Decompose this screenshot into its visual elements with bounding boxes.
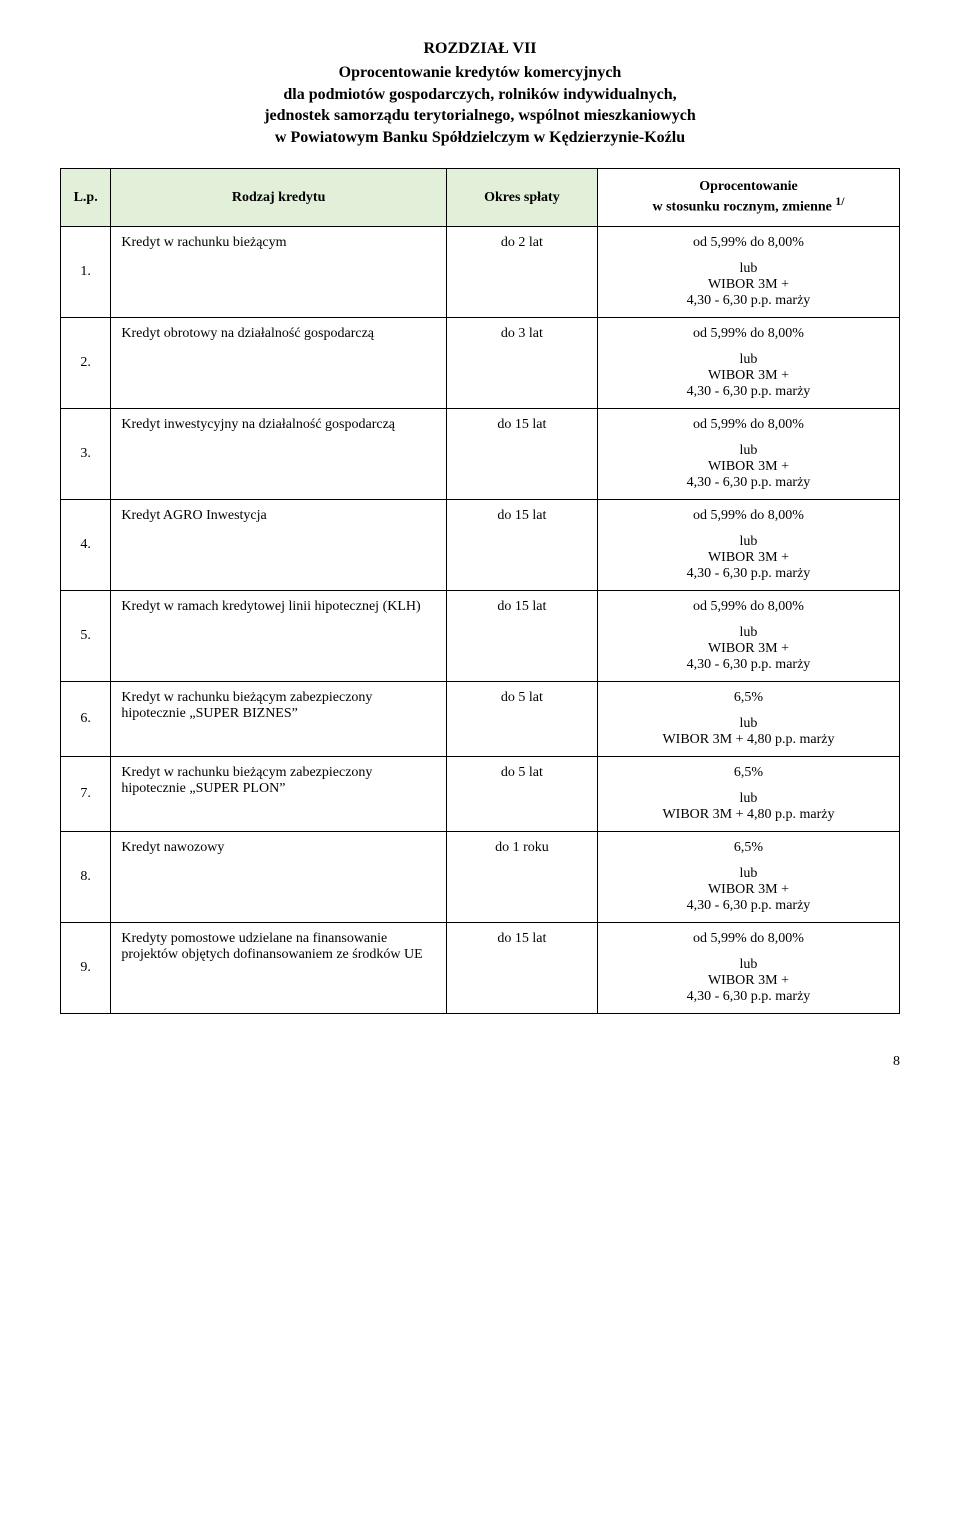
oproc-formula-line: 4,30 - 6,30 p.p. marży bbox=[604, 566, 893, 582]
table-row: 5.Kredyt w ramach kredytowej linii hipot… bbox=[61, 591, 900, 682]
cell-rodzaj: Kredyt w rachunku bieżącym zabezpieczony… bbox=[111, 682, 447, 757]
oproc-formula-line: WIBOR 3M + 4,80 p.p. marży bbox=[604, 732, 893, 748]
oproc-lub: lub bbox=[604, 443, 893, 459]
cell-rodzaj: Kredyty pomostowe udzielane na finansowa… bbox=[111, 923, 447, 1014]
oproc-rate: 6,5% bbox=[604, 840, 893, 856]
cell-rodzaj: Kredyt AGRO Inwestycja bbox=[111, 500, 447, 591]
oproc-formula-line: WIBOR 3M + bbox=[604, 973, 893, 989]
cell-lp: 3. bbox=[61, 409, 111, 500]
rates-table: L.p. Rodzaj kredytu Okres spłaty Oprocen… bbox=[60, 168, 900, 1014]
oproc-lub: lub bbox=[604, 352, 893, 368]
oproc-lub: lub bbox=[604, 625, 893, 641]
cell-rodzaj: Kredyt w rachunku bieżącym zabezpieczony… bbox=[111, 757, 447, 832]
cell-lp: 5. bbox=[61, 591, 111, 682]
oproc-formula-line: WIBOR 3M + 4,80 p.p. marży bbox=[604, 807, 893, 823]
oproc-rate: od 5,99% do 8,00% bbox=[604, 931, 893, 947]
oproc-formula-line: 4,30 - 6,30 p.p. marży bbox=[604, 657, 893, 673]
header-oproc-line2: w stosunku rocznym, zmienne bbox=[652, 200, 835, 215]
oproc-formula-line: 4,30 - 6,30 p.p. marży bbox=[604, 384, 893, 400]
header-oproc-line1: Oprocentowanie bbox=[699, 179, 798, 194]
oproc-rate: od 5,99% do 8,00% bbox=[604, 417, 893, 433]
table-row: 2.Kredyt obrotowy na działalność gospoda… bbox=[61, 318, 900, 409]
cell-okres: do 15 lat bbox=[446, 923, 597, 1014]
oproc-rate: 6,5% bbox=[604, 690, 893, 706]
oproc-formula-line: WIBOR 3M + bbox=[604, 277, 893, 293]
oproc-formula-line: WIBOR 3M + bbox=[604, 368, 893, 384]
table-row: 4.Kredyt AGRO Inwestycjado 15 latod 5,99… bbox=[61, 500, 900, 591]
column-header-lp: L.p. bbox=[61, 169, 111, 227]
table-row: 9.Kredyty pomostowe udzielane na finanso… bbox=[61, 923, 900, 1014]
document-subtitle: Oprocentowanie kredytów komercyjnych dla… bbox=[60, 62, 900, 148]
cell-oproc: od 5,99% do 8,00% lubWIBOR 3M +4,30 - 6,3… bbox=[597, 227, 899, 318]
cell-okres: do 15 lat bbox=[446, 591, 597, 682]
oproc-rate: od 5,99% do 8,00% bbox=[604, 326, 893, 342]
oproc-lub: lub bbox=[604, 716, 893, 732]
oproc-formula-line: WIBOR 3M + bbox=[604, 641, 893, 657]
cell-okres: do 1 roku bbox=[446, 832, 597, 923]
cell-lp: 6. bbox=[61, 682, 111, 757]
cell-oproc: od 5,99% do 8,00% lubWIBOR 3M +4,30 - 6,3… bbox=[597, 318, 899, 409]
subtitle-line: dla podmiotów gospodarczych, rolników in… bbox=[283, 86, 676, 103]
oproc-rate: 6,5% bbox=[604, 765, 893, 781]
oproc-lub: lub bbox=[604, 866, 893, 882]
cell-okres: do 2 lat bbox=[446, 227, 597, 318]
oproc-rate: od 5,99% do 8,00% bbox=[604, 235, 893, 251]
cell-lp: 9. bbox=[61, 923, 111, 1014]
table-row: 7.Kredyt w rachunku bieżącym zabezpieczo… bbox=[61, 757, 900, 832]
oproc-formula-line: 4,30 - 6,30 p.p. marży bbox=[604, 989, 893, 1005]
subtitle-line: jednostek samorządu terytorialnego, wspó… bbox=[264, 107, 696, 124]
cell-okres: do 5 lat bbox=[446, 757, 597, 832]
oproc-formula-line: WIBOR 3M + bbox=[604, 550, 893, 566]
oproc-lub: lub bbox=[604, 534, 893, 550]
cell-lp: 1. bbox=[61, 227, 111, 318]
cell-rodzaj: Kredyt obrotowy na działalność gospodarc… bbox=[111, 318, 447, 409]
cell-lp: 4. bbox=[61, 500, 111, 591]
table-row: 8.Kredyt nawozowydo 1 roku 6,5% lubWIBOR 3… bbox=[61, 832, 900, 923]
column-header-oproc: Oprocentowanie w stosunku rocznym, zmien… bbox=[597, 169, 899, 227]
cell-rodzaj: Kredyt w ramach kredytowej linii hipotec… bbox=[111, 591, 447, 682]
oproc-rate: od 5,99% do 8,00% bbox=[604, 599, 893, 615]
cell-oproc: od 5,99% do 8,00% lubWIBOR 3M +4,30 - 6,3… bbox=[597, 923, 899, 1014]
table-header-row: L.p. Rodzaj kredytu Okres spłaty Oprocen… bbox=[61, 169, 900, 227]
cell-oproc: od 5,99% do 8,00% lubWIBOR 3M +4,30 - 6,3… bbox=[597, 500, 899, 591]
cell-rodzaj: Kredyt inwestycyjny na działalność gospo… bbox=[111, 409, 447, 500]
cell-okres: do 3 lat bbox=[446, 318, 597, 409]
cell-oproc: od 5,99% do 8,00% lubWIBOR 3M +4,30 - 6,3… bbox=[597, 591, 899, 682]
cell-okres: do 15 lat bbox=[446, 409, 597, 500]
column-header-okres: Okres spłaty bbox=[446, 169, 597, 227]
chapter-title: ROZDZIAŁ VII bbox=[60, 40, 900, 58]
cell-lp: 7. bbox=[61, 757, 111, 832]
oproc-formula-line: 4,30 - 6,30 p.p. marży bbox=[604, 898, 893, 914]
header-oproc-sup: 1/ bbox=[835, 195, 844, 208]
oproc-formula-line: WIBOR 3M + bbox=[604, 882, 893, 898]
column-header-rodzaj: Rodzaj kredytu bbox=[111, 169, 447, 227]
table-body: 1.Kredyt w rachunku bieżącymdo 2 latod 5… bbox=[61, 227, 900, 1014]
subtitle-line: Oprocentowanie kredytów komercyjnych bbox=[339, 64, 622, 81]
oproc-rate: od 5,99% do 8,00% bbox=[604, 508, 893, 524]
oproc-formula-line: 4,30 - 6,30 p.p. marży bbox=[604, 475, 893, 491]
cell-oproc: 6,5% lubWIBOR 3M +4,30 - 6,30 p.p. marży bbox=[597, 832, 899, 923]
cell-lp: 8. bbox=[61, 832, 111, 923]
cell-okres: do 5 lat bbox=[446, 682, 597, 757]
table-row: 1.Kredyt w rachunku bieżącymdo 2 latod 5… bbox=[61, 227, 900, 318]
cell-oproc: 6,5% lubWIBOR 3M + 4,80 p.p. marży bbox=[597, 757, 899, 832]
cell-rodzaj: Kredyt nawozowy bbox=[111, 832, 447, 923]
page-number: 8 bbox=[60, 1054, 900, 1070]
cell-oproc: 6,5% lubWIBOR 3M + 4,80 p.p. marży bbox=[597, 682, 899, 757]
table-row: 6.Kredyt w rachunku bieżącym zabezpieczo… bbox=[61, 682, 900, 757]
cell-oproc: od 5,99% do 8,00% lubWIBOR 3M +4,30 - 6,3… bbox=[597, 409, 899, 500]
cell-okres: do 15 lat bbox=[446, 500, 597, 591]
oproc-lub: lub bbox=[604, 957, 893, 973]
oproc-lub: lub bbox=[604, 791, 893, 807]
cell-rodzaj: Kredyt w rachunku bieżącym bbox=[111, 227, 447, 318]
oproc-formula-line: WIBOR 3M + bbox=[604, 459, 893, 475]
oproc-formula-line: 4,30 - 6,30 p.p. marży bbox=[604, 293, 893, 309]
cell-lp: 2. bbox=[61, 318, 111, 409]
table-row: 3.Kredyt inwestycyjny na działalność gos… bbox=[61, 409, 900, 500]
subtitle-line: w Powiatowym Banku Spółdzielczym w Kędzi… bbox=[275, 129, 685, 146]
oproc-lub: lub bbox=[604, 261, 893, 277]
